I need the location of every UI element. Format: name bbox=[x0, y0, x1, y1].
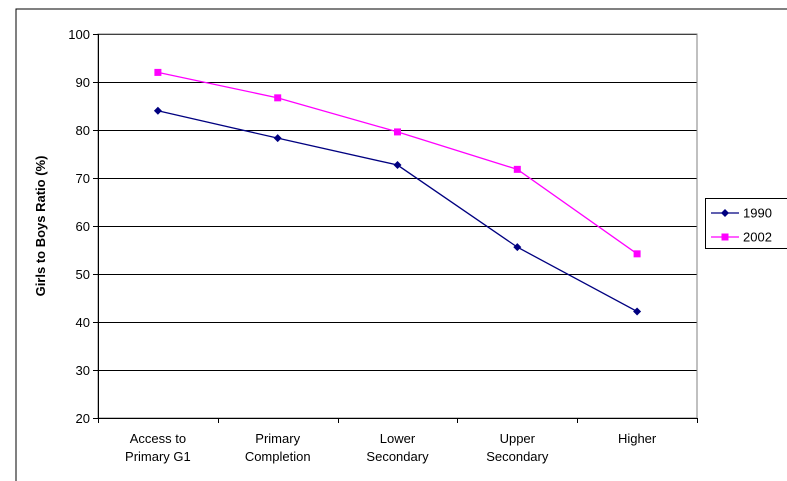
legend-label-2002: 2002 bbox=[743, 230, 772, 245]
axes bbox=[93, 33, 698, 423]
y-tick-label-80: 80 bbox=[76, 123, 90, 138]
x-category-label-line: Access to bbox=[130, 431, 186, 446]
data-point-2002 bbox=[274, 94, 282, 102]
legend-marker-1990 bbox=[721, 209, 729, 217]
data-point-2002 bbox=[513, 165, 521, 173]
x-category-label-line: Completion bbox=[245, 449, 311, 464]
legend-box bbox=[705, 198, 787, 249]
y-axis-label: Girls to Boys Ratio (%) bbox=[33, 156, 48, 297]
x-category-label-line: Primary bbox=[255, 431, 300, 446]
x-category-labels: Access to Primary G1 Primary Completion Lowe… bbox=[125, 431, 657, 464]
x-category-label: Upper Secondary bbox=[486, 431, 549, 464]
data-point-1990 bbox=[393, 161, 402, 170]
x-category-label-line: Upper bbox=[500, 431, 536, 446]
y-tick-label-90: 90 bbox=[76, 75, 90, 90]
y-tick-label-30: 30 bbox=[76, 363, 90, 378]
y-tick-label-60: 60 bbox=[76, 219, 90, 234]
x-category-label-line: Primary G1 bbox=[125, 449, 191, 464]
series-line-1990 bbox=[157, 110, 638, 313]
data-point-1990 bbox=[273, 134, 282, 143]
x-category-label-line: Higher bbox=[618, 431, 657, 446]
y-tick-label-40: 40 bbox=[76, 315, 90, 330]
data-point-1990 bbox=[513, 243, 522, 252]
x-category-label: Primary Completion bbox=[245, 431, 311, 464]
x-category-label-line: Secondary bbox=[486, 449, 549, 464]
data-point-2002 bbox=[154, 68, 162, 76]
x-category-label-line: Secondary bbox=[366, 449, 429, 464]
data-series bbox=[153, 68, 642, 316]
x-category-label: Lower Secondary bbox=[366, 431, 429, 464]
y-tick-label-20: 20 bbox=[76, 411, 90, 426]
x-category-label: Access to Primary G1 bbox=[125, 431, 191, 464]
y-tick-label-100: 100 bbox=[68, 27, 90, 42]
legend: 1990 2002 bbox=[705, 198, 787, 249]
y-tick-labels: 20 30 40 50 60 70 80 90 100 bbox=[68, 27, 90, 426]
x-category-label-line: Lower bbox=[380, 431, 416, 446]
y-tick-label-50: 50 bbox=[76, 267, 90, 282]
legend-label-1990: 1990 bbox=[743, 206, 772, 221]
data-point-1990 bbox=[633, 307, 642, 316]
y-tick-label-70: 70 bbox=[76, 171, 90, 186]
data-point-2002 bbox=[633, 250, 641, 258]
gridlines bbox=[98, 34, 697, 371]
data-point-1990 bbox=[153, 106, 162, 115]
chart-border bbox=[15, 8, 787, 481]
x-category-label: Higher bbox=[618, 431, 657, 446]
data-point-2002 bbox=[394, 128, 401, 136]
legend-marker-2002 bbox=[721, 233, 729, 241]
